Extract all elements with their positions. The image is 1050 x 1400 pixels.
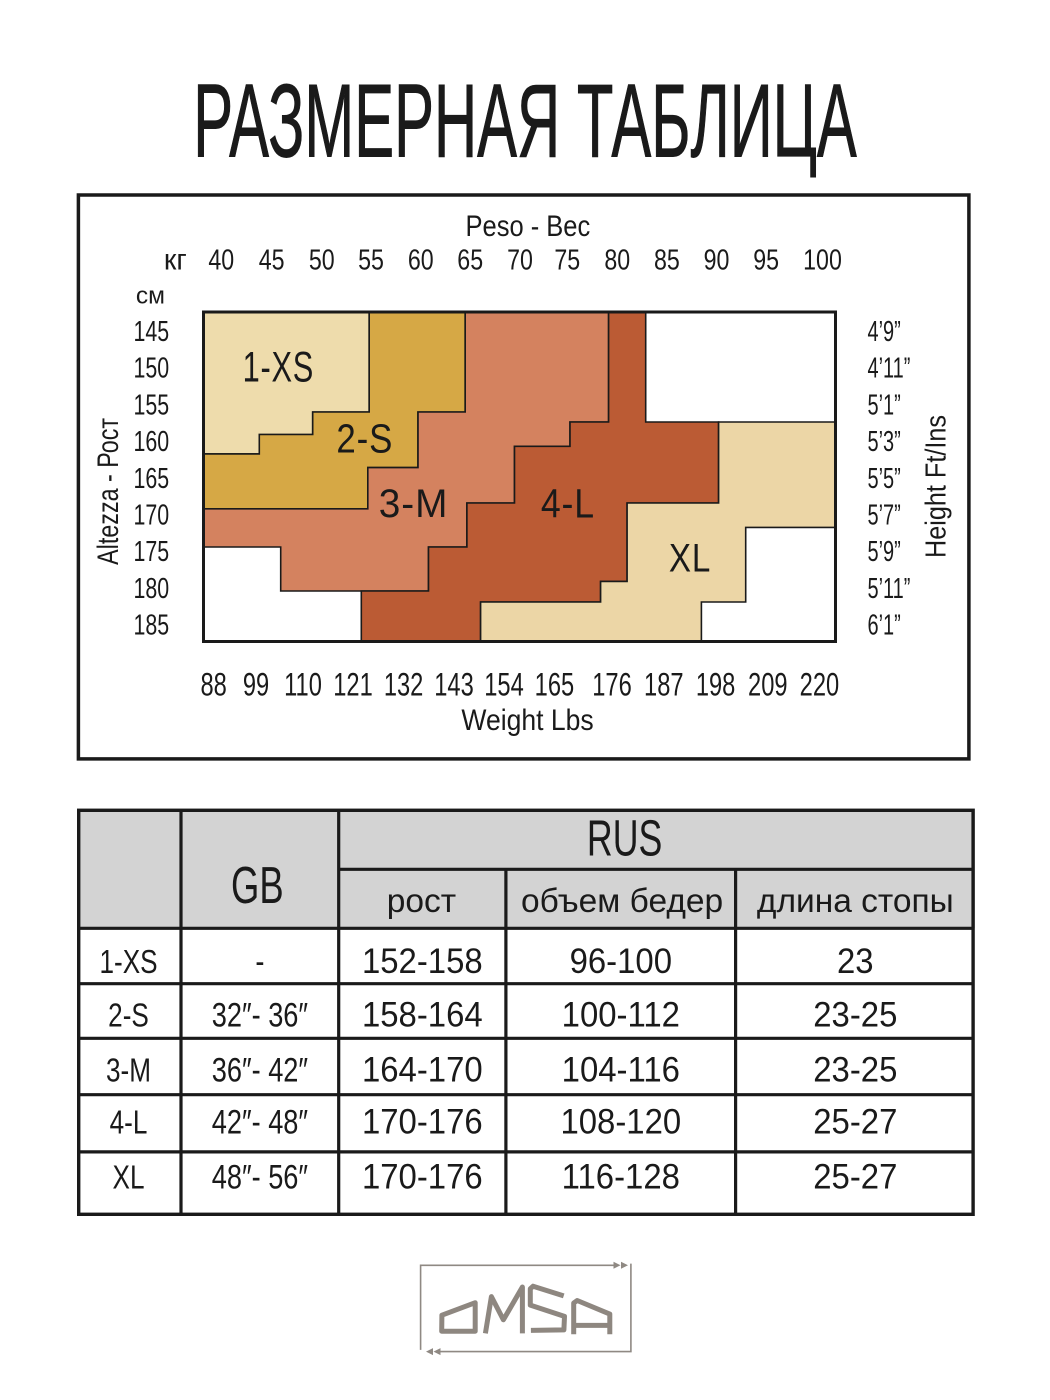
svg-text:40: 40 [208,243,234,276]
svg-text:143: 143 [434,667,473,702]
svg-text:см: см [136,283,165,310]
svg-text:155: 155 [133,390,169,422]
svg-text:23-25: 23-25 [813,996,897,1035]
svg-text:154: 154 [484,667,523,702]
svg-text:104-116: 104-116 [562,1051,680,1090]
svg-text:48″- 56″: 48″- 56″ [212,1157,308,1196]
svg-text:рост: рост [387,883,456,920]
svg-text:70: 70 [507,243,533,276]
svg-text:5’11”: 5’11” [868,574,911,605]
svg-text:5’3”: 5’3” [868,427,901,458]
svg-text:96-100: 96-100 [570,942,672,981]
svg-text:50: 50 [309,243,335,276]
svg-text:5’9”: 5’9” [868,537,901,568]
svg-text:42″- 48″: 42″- 48″ [212,1103,308,1142]
svg-text:150: 150 [133,353,169,385]
svg-text:165: 165 [133,463,169,495]
svg-text:85: 85 [654,243,680,276]
svg-text:209: 209 [748,667,787,702]
svg-text:175: 175 [133,536,169,568]
svg-text:80: 80 [604,243,630,276]
svg-text:108-120: 108-120 [560,1103,681,1142]
svg-text:XL: XL [113,1159,145,1196]
svg-text:Height Ft/Ins: Height Ft/Ins [919,415,952,558]
svg-text:5’7”: 5’7” [868,500,901,531]
svg-text:RUS: RUS [587,810,662,867]
svg-text:170-176: 170-176 [362,1103,483,1142]
svg-text:65: 65 [457,243,483,276]
svg-text:99: 99 [243,667,269,702]
svg-text:Weight Lbs: Weight Lbs [461,704,593,737]
svg-text:Peso - Вес: Peso - Вес [466,209,591,242]
svg-text:45: 45 [259,243,285,276]
svg-text:75: 75 [554,243,580,276]
svg-text:РАЗМЕРНАЯ ТАБЛИЦА: РАЗМЕРНАЯ ТАБЛИЦА [193,62,857,178]
svg-text:187: 187 [644,667,683,702]
svg-text:152-158: 152-158 [362,942,483,981]
svg-text:170: 170 [133,500,169,532]
svg-text:55: 55 [358,243,384,276]
svg-text:36″- 42″: 36″- 42″ [212,1051,308,1090]
svg-text:4’9”: 4’9” [868,317,901,348]
svg-text:5’5”: 5’5” [868,463,901,494]
svg-text:160: 160 [133,426,169,458]
svg-text:4-L: 4-L [541,481,595,527]
svg-text:Altezza - Рост: Altezza - Рост [91,418,124,565]
svg-text:25-27: 25-27 [813,1103,897,1142]
svg-text:23: 23 [837,942,874,981]
svg-text:88: 88 [200,667,226,702]
svg-text:объем бедер: объем бедер [521,883,723,920]
svg-text:XL: XL [669,535,711,580]
svg-text:121: 121 [333,667,372,702]
svg-text:1-XS: 1-XS [243,344,314,391]
svg-text:2-S: 2-S [108,998,149,1035]
svg-text:32″- 36″: 32″- 36″ [212,996,308,1035]
svg-text:95: 95 [753,243,779,276]
svg-text:2-S: 2-S [336,417,393,462]
svg-text:длина стопы: длина стопы [757,883,954,920]
svg-text:145: 145 [133,316,169,348]
svg-text:4-L: 4-L [110,1105,148,1142]
svg-text:-: - [255,942,264,981]
svg-text:GB: GB [231,855,284,914]
svg-text:6’1”: 6’1” [868,610,901,641]
svg-text:4’11”: 4’11” [868,353,911,384]
svg-text:180: 180 [133,573,169,605]
svg-text:5’1”: 5’1” [868,390,901,421]
svg-text:23-25: 23-25 [813,1051,897,1090]
svg-text:кг: кг [164,244,187,277]
svg-text:132: 132 [384,667,423,702]
svg-text:185: 185 [133,610,169,642]
svg-text:25-27: 25-27 [813,1157,897,1196]
svg-text:176: 176 [592,667,631,702]
svg-text:60: 60 [408,243,434,276]
svg-text:110: 110 [284,667,322,702]
svg-text:3-M: 3-M [379,482,449,527]
svg-text:1-XS: 1-XS [99,944,157,981]
svg-text:170-176: 170-176 [362,1157,483,1196]
svg-text:198: 198 [696,667,735,702]
svg-text:90: 90 [704,243,730,276]
svg-text:220: 220 [800,667,839,702]
svg-text:164-170: 164-170 [362,1051,483,1090]
svg-text:100-112: 100-112 [562,996,680,1035]
svg-text:3-M: 3-M [106,1053,151,1090]
svg-text:158-164: 158-164 [362,996,483,1035]
svg-text:116-128: 116-128 [562,1157,680,1196]
svg-text:165: 165 [535,667,574,702]
svg-text:100: 100 [803,243,842,276]
